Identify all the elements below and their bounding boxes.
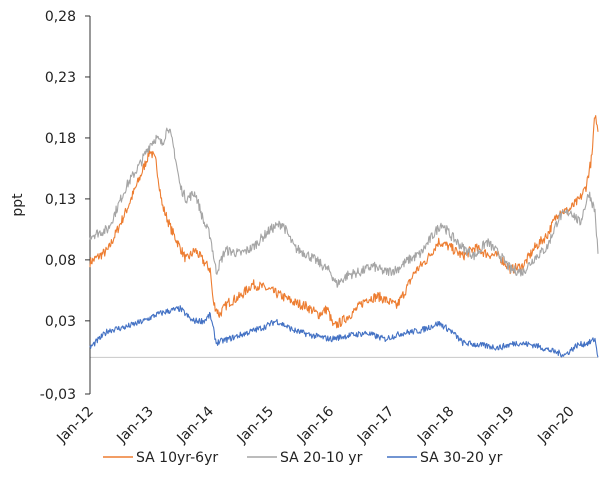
x-axis-ticks: Jan-12 Jan-13 Jan-14 Jan-15 Jan-16 Jan-17 Jan-… [53,403,577,447]
x-tick-label: Jan-20 [534,404,577,447]
y-tick-label: -0,03 [40,387,76,403]
legend-label: SA 10yr-6yr [136,450,218,466]
series-line-2 [89,127,599,288]
y-tick-label: 0,08 [45,253,76,269]
y-axis-ticks: -0,03 0,03 0,08 0,13 0,18 0,23 0,28 [40,9,90,403]
series-line-3 [89,305,599,358]
legend-label: SA 20-10 yr [280,450,363,466]
x-tick-label: Jan-14 [174,403,218,447]
x-tick-label: Jan-17 [354,404,397,447]
legend-label: SA 30-20 yr [420,450,503,466]
x-tick-label: Jan-18 [414,404,457,447]
y-tick-label: 0,13 [45,192,76,208]
y-axis-label: ppt [10,193,26,217]
x-tick-label: Jan-19 [474,404,517,447]
series-lines [89,115,599,358]
x-tick-label: Jan-12 [53,404,96,447]
y-tick-label: 0,03 [45,314,76,330]
series-line-1 [89,115,599,329]
y-tick-label: 0,23 [45,70,76,86]
x-tick-label: Jan-16 [294,403,338,447]
y-tick-label: 0,28 [45,9,76,25]
legend: SA 10yr-6yr SA 20-10 yr SA 30-20 yr [103,450,503,466]
y-tick-label: 0,18 [45,131,76,147]
x-tick-label: Jan-15 [234,404,277,447]
x-tick-label: Jan-13 [113,404,156,447]
